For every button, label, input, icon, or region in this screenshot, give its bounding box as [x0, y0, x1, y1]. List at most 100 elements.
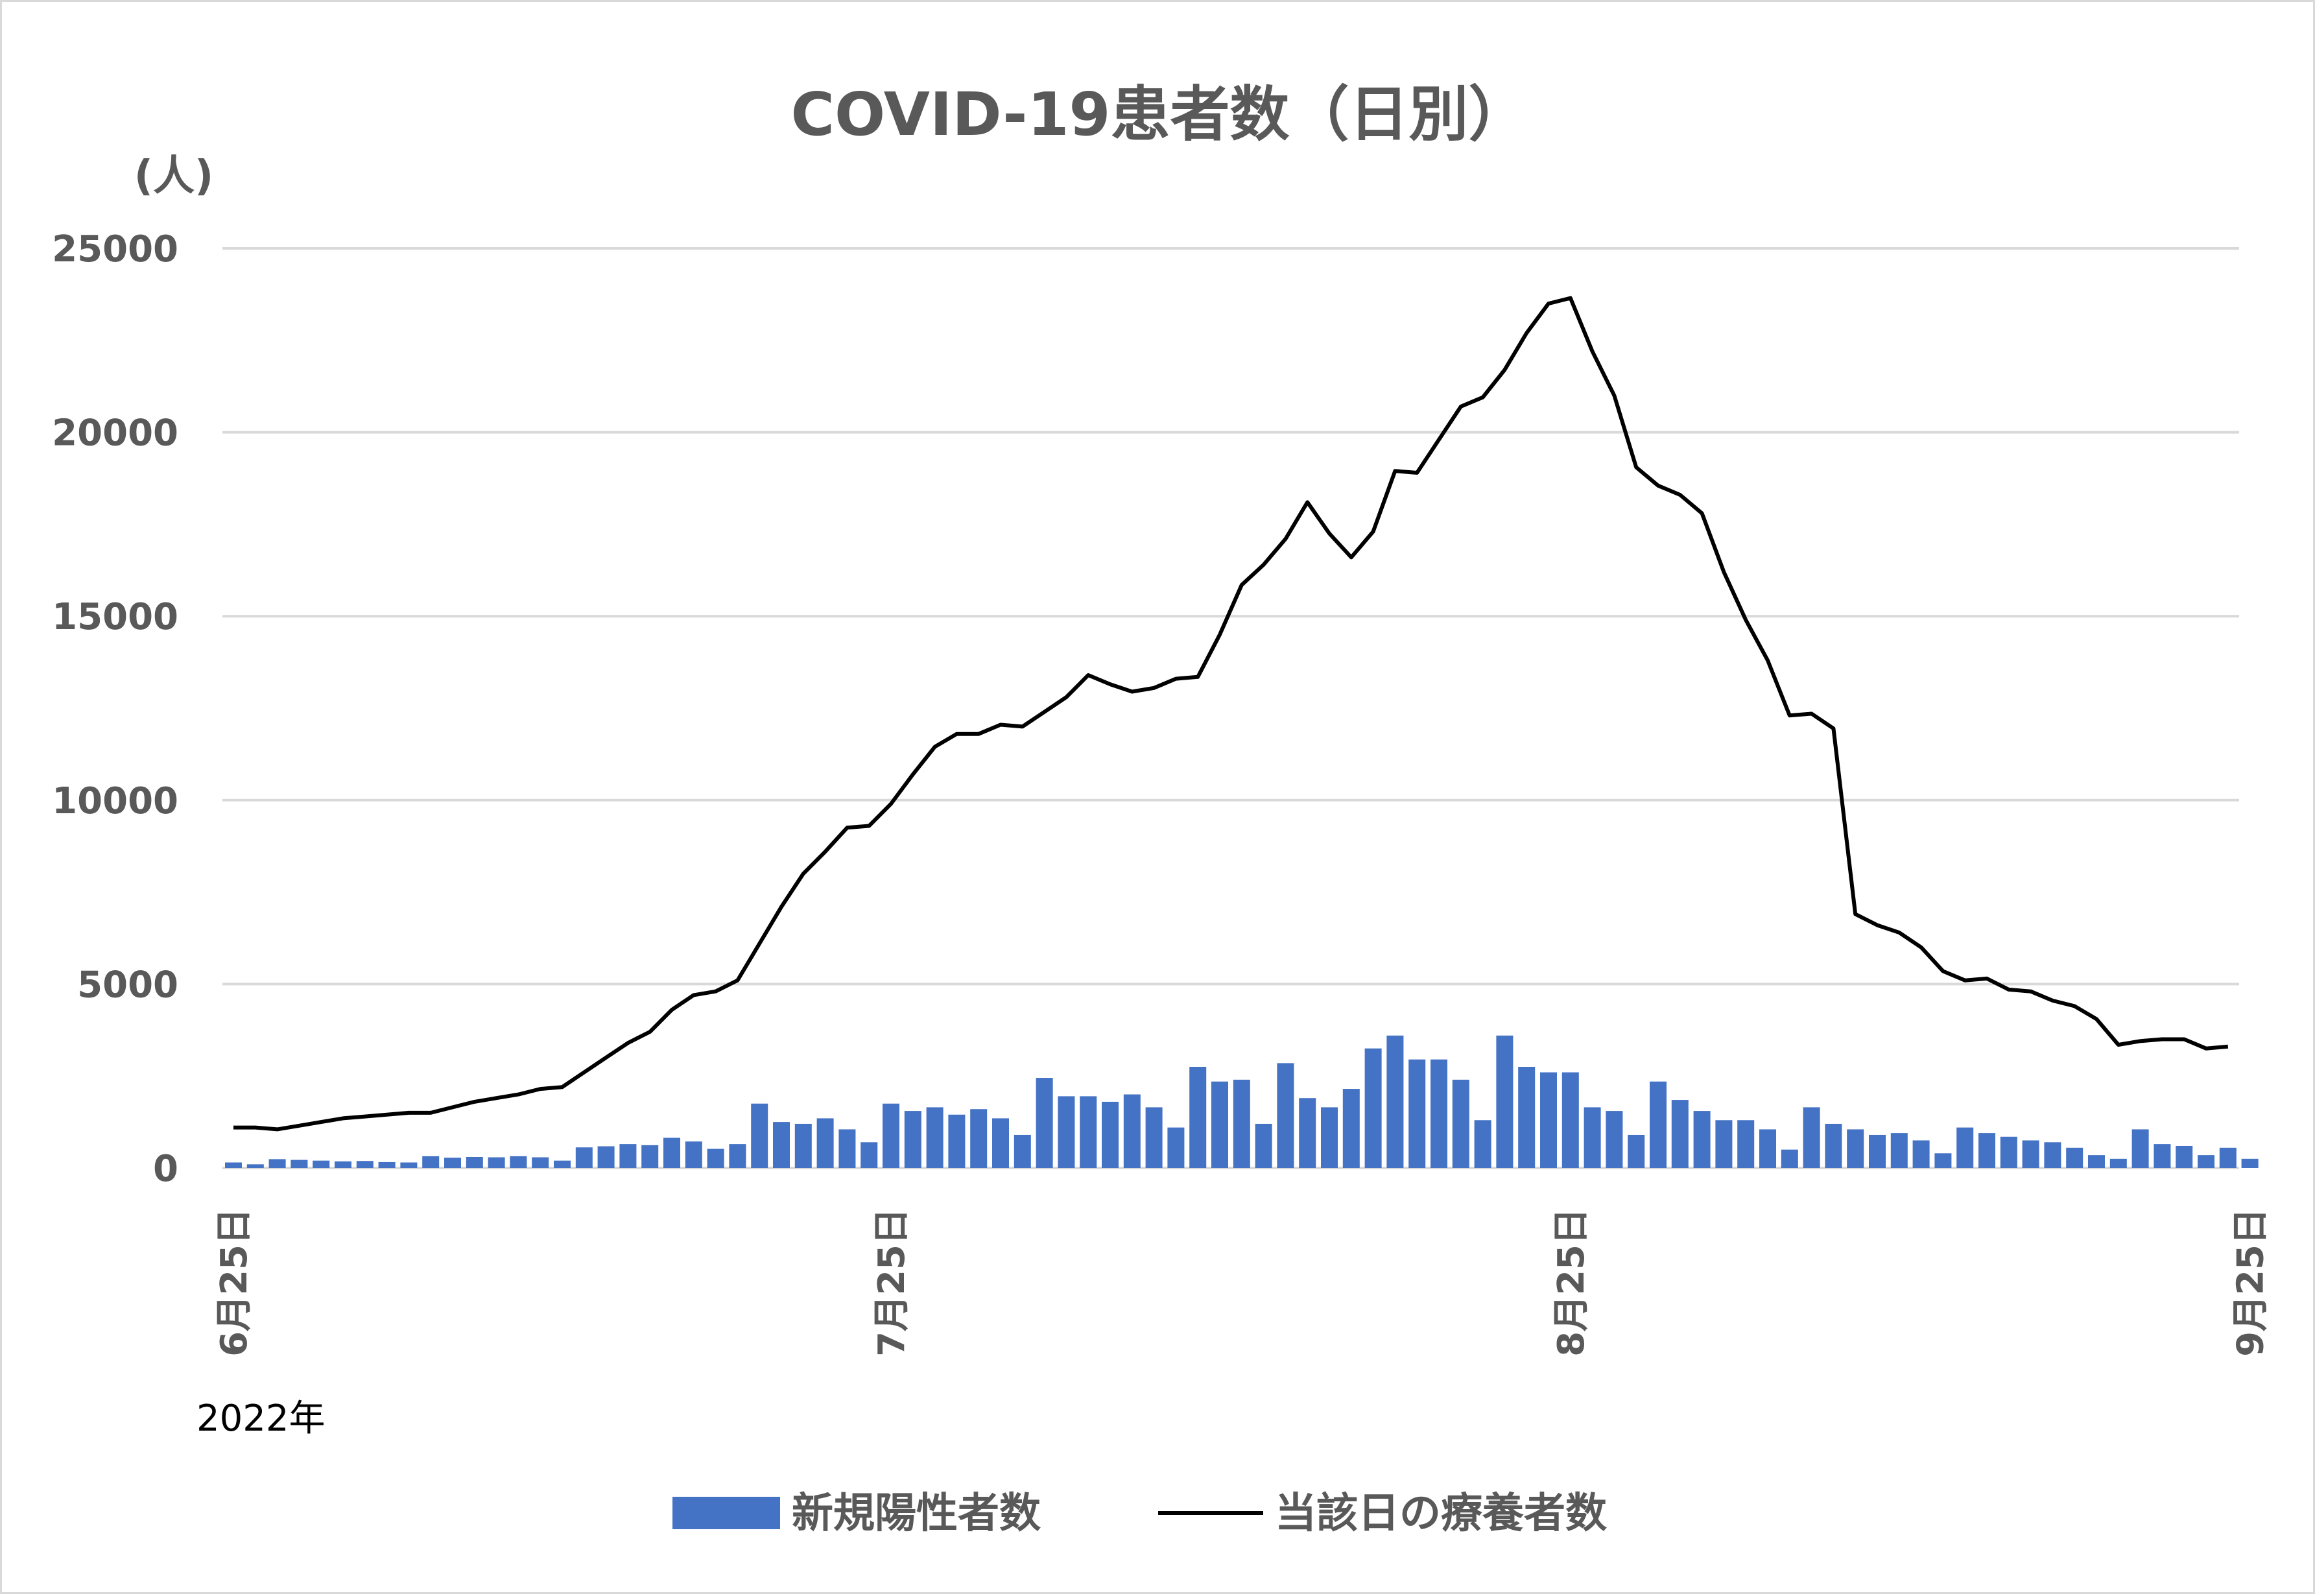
bar [1540, 1072, 1557, 1168]
bar [1650, 1081, 1667, 1168]
x-tick-label: 6月25日 [213, 1208, 255, 1357]
legend-label-bar: 新規陽性者数 [792, 1490, 1041, 1538]
line-series [233, 296, 2229, 1132]
y-axis-unit-label: (人) [134, 152, 214, 200]
bar [2044, 1142, 2061, 1168]
bar [707, 1149, 724, 1168]
bar [1803, 1107, 1820, 1168]
bar [400, 1162, 418, 1168]
y-axis-ticks: 25000 20000 15000 10000 5000 0 [52, 228, 178, 1190]
bar [575, 1147, 593, 1168]
bar [729, 1144, 746, 1168]
bar [1912, 1140, 1930, 1168]
bar [1561, 1072, 1579, 1168]
legend: 新規陽性者数 当該日の療養者数 [672, 1490, 1607, 1538]
bar [838, 1129, 856, 1168]
bar [1978, 1133, 1995, 1168]
bar [597, 1146, 615, 1168]
bar [1386, 1035, 1404, 1168]
bar [225, 1162, 242, 1168]
bar [2022, 1140, 2039, 1168]
bar [1496, 1035, 1514, 1168]
y-tick-label: 15000 [52, 596, 178, 638]
y-tick-label: 5000 [77, 964, 178, 1006]
bar [510, 1156, 527, 1168]
bar [1211, 1081, 1228, 1168]
bar [2154, 1144, 2171, 1168]
legend-label-line: 当該日の療養者数 [1275, 1490, 1607, 1538]
y-tick-label: 10000 [52, 780, 178, 822]
bar [948, 1114, 966, 1168]
bar [1189, 1067, 1207, 1168]
bar [466, 1156, 483, 1168]
bar [1759, 1129, 1776, 1168]
bar [1145, 1107, 1163, 1168]
bar [641, 1145, 659, 1168]
x-tick-label: 8月25日 [1550, 1208, 1593, 1357]
bar [2176, 1145, 2193, 1168]
bar [619, 1144, 637, 1168]
bar [291, 1160, 308, 1168]
bar [1321, 1107, 1338, 1168]
bar [773, 1122, 790, 1168]
bar [751, 1103, 768, 1168]
y-tick-label: 25000 [52, 228, 178, 270]
x-tick-label: 7月25日 [871, 1208, 913, 1357]
bar [422, 1156, 440, 1168]
bar [1342, 1089, 1360, 1168]
bar [1671, 1100, 1689, 1168]
bar [1036, 1078, 1053, 1168]
bar [1737, 1120, 1755, 1168]
bar [1058, 1096, 1075, 1168]
bar-series [225, 1035, 2259, 1168]
bar [1474, 1120, 1491, 1168]
bar [1584, 1107, 1601, 1168]
bar [861, 1142, 878, 1168]
bar [1431, 1059, 1447, 1168]
bar [904, 1111, 921, 1168]
bar [1408, 1059, 1426, 1168]
bar [2131, 1129, 2149, 1168]
bar [926, 1107, 944, 1168]
bar [1452, 1079, 1469, 1168]
legend-swatch-bar [672, 1497, 780, 1529]
y-tick-label: 20000 [52, 412, 178, 455]
bar [1628, 1134, 1645, 1168]
bar [1014, 1134, 1031, 1168]
bar [1123, 1094, 1141, 1168]
bar [1277, 1063, 1294, 1168]
bar [488, 1157, 505, 1168]
year-label: 2022年 [196, 1398, 326, 1440]
bar [1956, 1127, 1974, 1168]
gridlines [222, 247, 2239, 1169]
bar [2198, 1155, 2214, 1168]
bar [1299, 1098, 1316, 1168]
bar [970, 1109, 988, 1168]
bar [1606, 1111, 1623, 1168]
bar [794, 1123, 812, 1168]
bar [883, 1103, 899, 1168]
bar [1934, 1153, 1952, 1168]
bar [1693, 1111, 1711, 1168]
bar [1847, 1129, 1864, 1168]
x-axis-ticks: 6月25日 7月25日 8月25日 9月25日 [213, 1208, 2272, 1357]
bar [378, 1161, 396, 1168]
chart-title: COVID-19患者数（日別） [791, 80, 1528, 149]
bar [554, 1160, 571, 1168]
bar [2109, 1158, 2127, 1168]
bar [444, 1158, 461, 1168]
bar [2219, 1147, 2237, 1168]
bar [1167, 1127, 1185, 1168]
bar [1890, 1133, 1908, 1168]
bar [268, 1159, 286, 1168]
bar [1102, 1101, 1119, 1168]
bar [2241, 1158, 2259, 1168]
bar [1255, 1123, 1272, 1168]
bar [532, 1157, 549, 1168]
bar [2000, 1136, 2017, 1168]
bar [1080, 1096, 1097, 1168]
bar [663, 1137, 680, 1168]
bar [1233, 1079, 1250, 1168]
